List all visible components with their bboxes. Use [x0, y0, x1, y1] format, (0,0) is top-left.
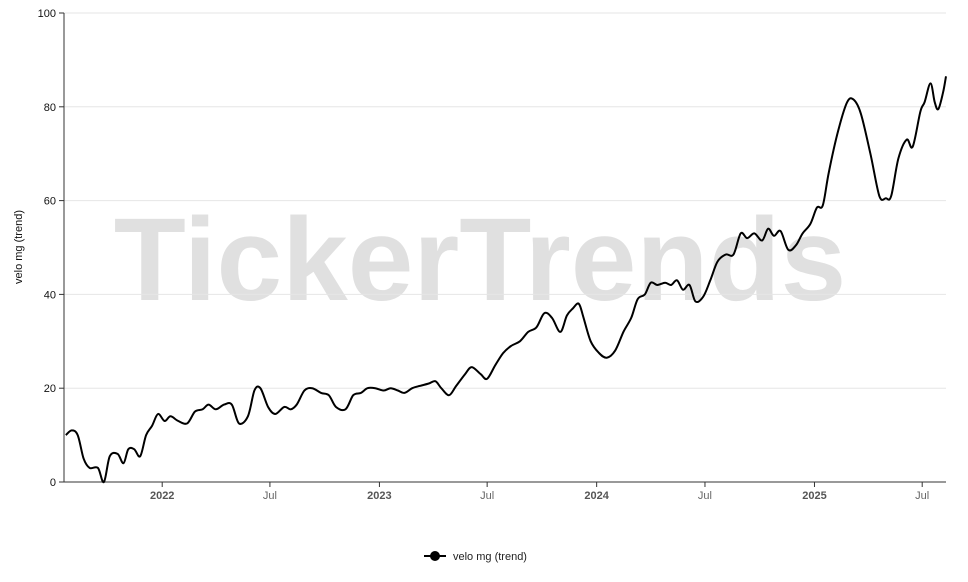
- x-tick-label-2025-07-01: Jul: [915, 490, 929, 502]
- x-tick-label-2024-07-01: Jul: [698, 490, 712, 502]
- x-tick-label-2024-01-01: 2024: [584, 490, 609, 502]
- x-tick-label-2025-01-01: 2025: [802, 490, 826, 502]
- y-tick-label-40: 40: [44, 289, 56, 301]
- x-tick-label-2023-07-01: Jul: [480, 490, 494, 502]
- y-tick-label-20: 20: [44, 383, 56, 395]
- y-tick-label-0: 0: [50, 477, 56, 489]
- legend-marker: [430, 551, 440, 561]
- x-ticks: 2022 Jul 2023 Jul 2024 Jul 2025 Jul: [150, 482, 929, 502]
- watermark: TickerTrends: [114, 194, 846, 326]
- x-tick-label-2022-07-01: Jul: [263, 490, 277, 502]
- legend[interactable]: velo mg (trend): [424, 551, 527, 563]
- series-line-0: [65, 76, 947, 484]
- x-tick-label-2022-01-01: 2022: [150, 490, 174, 502]
- x-tick-label-2023-01-01: 2023: [367, 490, 391, 502]
- y-axis-label: velo mg (trend): [13, 210, 25, 284]
- legend-label: velo mg (trend): [453, 551, 527, 563]
- y-tick-label-100: 100: [38, 8, 56, 20]
- series-group: [65, 76, 947, 484]
- axes: [63, 13, 946, 483]
- y-tick-label-60: 60: [44, 196, 56, 208]
- gridlines: [64, 12, 946, 389]
- y-tick-label-80: 80: [44, 102, 56, 114]
- y-ticks: 0 20 40 60 80 100: [38, 8, 64, 489]
